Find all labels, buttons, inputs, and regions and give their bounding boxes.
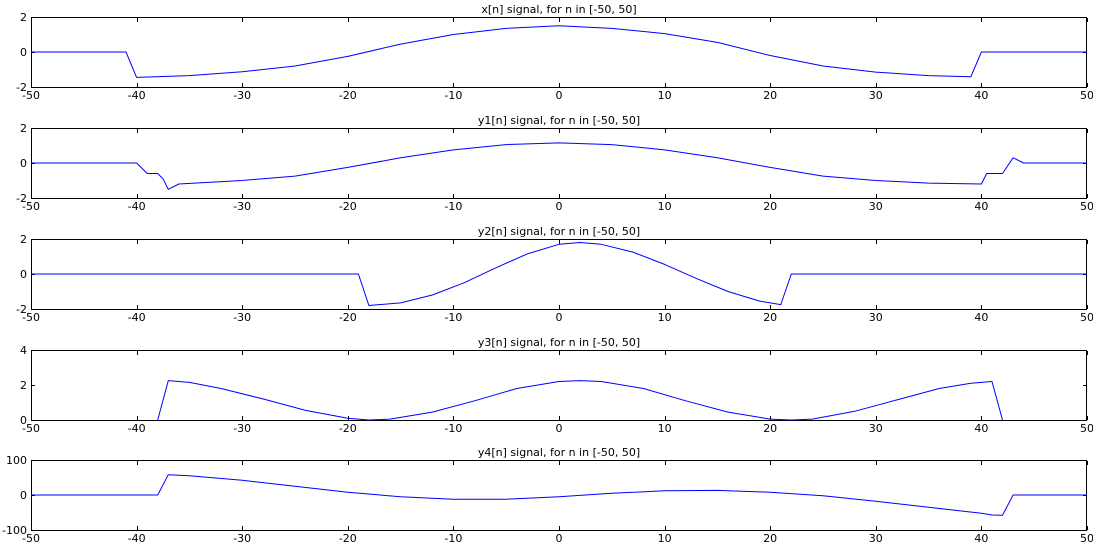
x-tick-label: -10 [444,311,462,324]
x-tick-label: 40 [974,532,988,545]
signal-line [31,142,1087,190]
x-tick-label: -50 [22,532,40,545]
y-tick-label: 2 [20,233,27,246]
x-tick-label: 40 [974,89,988,102]
chart-title: x[n] signal, for n in [-50, 50] [481,3,636,16]
x-tick-label: 0 [556,532,563,545]
x-tick-label: -40 [128,422,146,435]
y-tick-label: 0 [20,157,27,170]
y-tick-label: 100 [6,454,27,467]
x-tick-label: -20 [339,422,357,435]
y-tick-label: -100 [2,524,27,537]
x-tick-label: 0 [556,422,563,435]
x-tick-label: -30 [233,311,251,324]
subplot-2: y1[n] signal, for n in [-50, 50] -50 -40 -3… [16,114,1093,213]
axes-frame [31,17,1087,88]
x-tick-label: -40 [128,200,146,213]
y-tick-label: 0 [20,46,27,59]
x-tick-label: -10 [444,200,462,213]
x-tick-label: -50 [22,89,40,102]
x-tick-label: -50 [22,311,40,324]
x-tick-label: -20 [339,89,357,102]
y-tick-label: 2 [20,122,27,135]
x-tick-label: -30 [233,200,251,213]
x-tick-label: 10 [658,311,672,324]
chart-title: y1[n] signal, for n in [-50, 50] [478,114,640,127]
x-tick-label: 30 [869,311,883,324]
subplot-4: y3[n] signal, for n in [-50, 50] -50 -40 -3… [20,336,1093,435]
y-tick-label: 0 [20,268,27,281]
x-tick-label: -50 [22,422,40,435]
signal-line [31,474,1087,516]
axes-frame [31,350,1087,421]
x-tick-label: -10 [444,89,462,102]
x-tick-label: 20 [763,311,777,324]
x-tick-label: 0 [556,311,563,324]
x-tick-label: 20 [763,532,777,545]
x-tick-label: 10 [658,532,672,545]
x-tick-label: 40 [974,422,988,435]
x-tick-label: 50 [1080,532,1093,545]
x-tick-label: 10 [658,422,672,435]
signal-line [157,380,1003,421]
x-tick-label: 40 [974,200,988,213]
x-tick-label: -40 [128,532,146,545]
x-tick-label: 30 [869,532,883,545]
x-tick-label: 50 [1080,89,1093,102]
x-tick-label: -10 [444,532,462,545]
x-tick-label: -30 [233,89,251,102]
y-tick-label: 2 [20,379,27,392]
x-tick-label: 30 [869,200,883,213]
x-tick-label: 20 [763,422,777,435]
x-tick-label: 10 [658,200,672,213]
x-tick-label: -20 [339,200,357,213]
x-tick-label: 0 [556,89,563,102]
chart-title: y2[n] signal, for n in [-50, 50] [478,225,640,238]
y-tick-label: 2 [20,11,27,24]
x-tick-label: -40 [128,89,146,102]
subplot-5: y4[n] signal, for n in [-50, 50] -50 -40 -3… [2,446,1093,545]
x-tick-label: 40 [974,311,988,324]
y-tick-label: -2 [16,192,27,205]
y-tick-label: 4 [20,344,27,357]
y-tick-label: 0 [20,414,27,427]
y-tick-label: 0 [20,489,27,502]
y-tick-label: -2 [16,303,27,316]
x-tick-label: -40 [128,311,146,324]
x-tick-label: 10 [658,89,672,102]
signal-line [31,242,1087,306]
chart-title: y4[n] signal, for n in [-50, 50] [478,446,640,459]
chart-title: y3[n] signal, for n in [-50, 50] [478,336,640,349]
x-tick-label: -30 [233,422,251,435]
x-tick-label: 20 [763,89,777,102]
subplot-1: x[n] signal, for n in [-50, 50] -50 -40 -30… [16,3,1093,102]
x-tick-label: -30 [233,532,251,545]
y-tick-label: -2 [16,81,27,94]
x-tick-label: -10 [444,422,462,435]
x-tick-label: -20 [339,532,357,545]
axes-frame [31,128,1087,199]
subplot-3: y2[n] signal, for n in [-50, 50] -50 -40 -3… [16,225,1093,324]
x-tick-label: -50 [22,200,40,213]
x-tick-label: 50 [1080,311,1093,324]
x-tick-label: -20 [339,311,357,324]
x-tick-label: 50 [1080,200,1093,213]
x-tick-label: 20 [763,200,777,213]
x-tick-label: 30 [869,422,883,435]
x-tick-label: 30 [869,89,883,102]
x-tick-label: 50 [1080,422,1093,435]
signal-line [31,25,1087,78]
x-tick-label: 0 [556,200,563,213]
axes-frame [31,460,1087,531]
